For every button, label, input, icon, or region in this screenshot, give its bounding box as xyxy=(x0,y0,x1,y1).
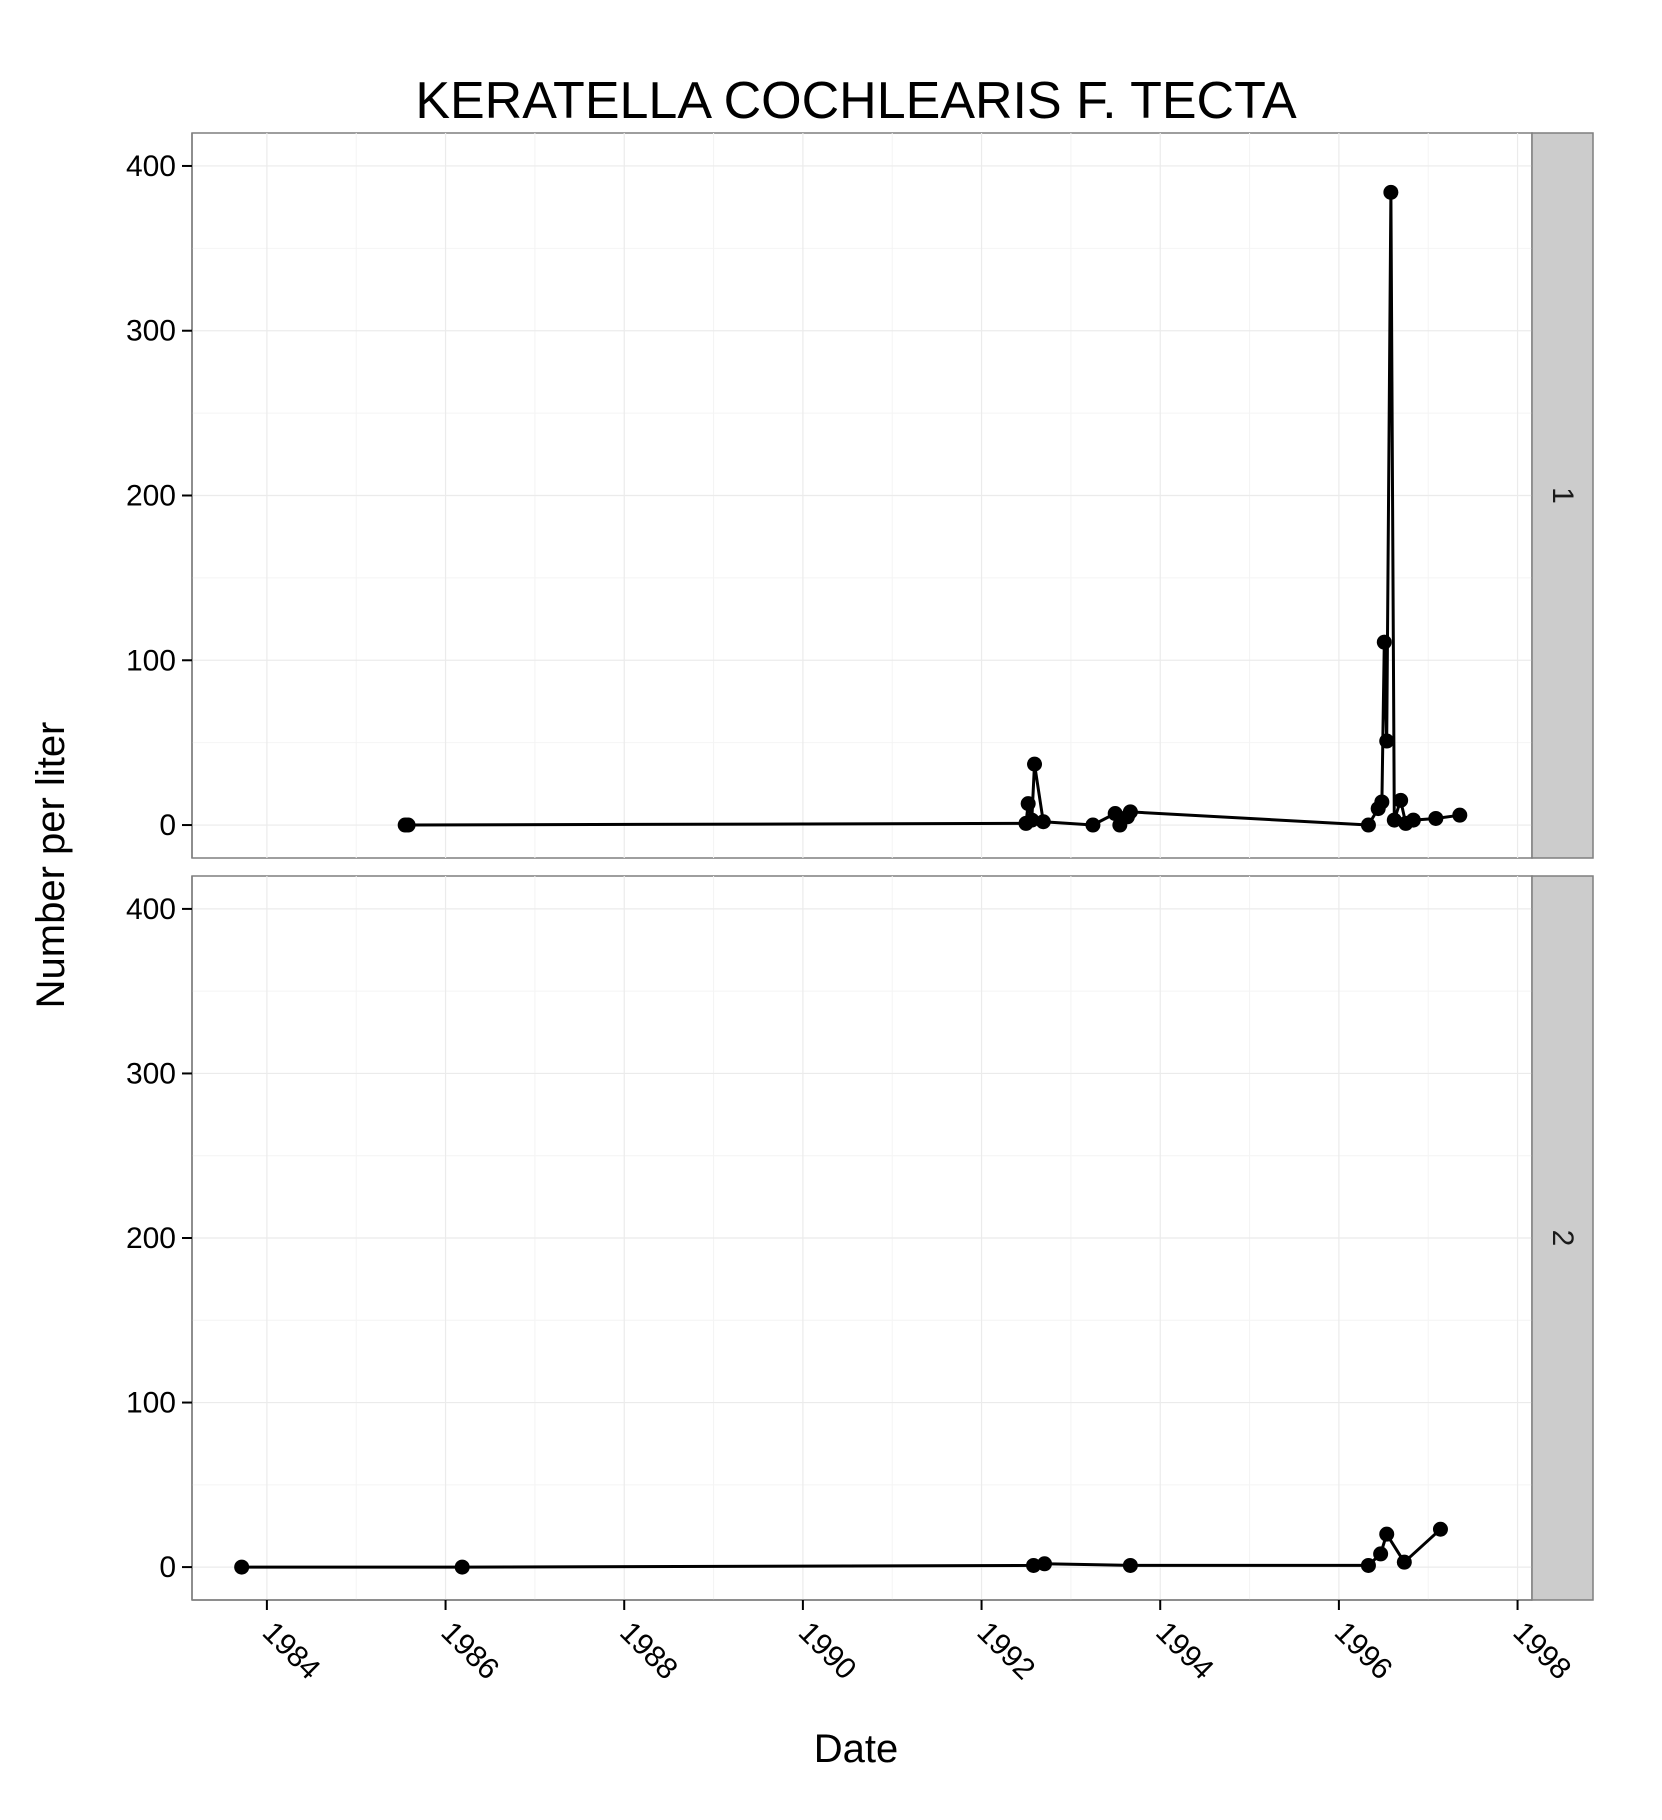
data-point xyxy=(1452,807,1468,823)
data-point xyxy=(400,817,416,833)
data-point xyxy=(1396,1554,1412,1570)
data-point xyxy=(1027,756,1043,772)
data-point xyxy=(1386,812,1402,828)
data-point xyxy=(1373,1546,1389,1562)
y-tick-label: 100 xyxy=(126,1387,176,1420)
facet-strip-label: 1 xyxy=(1546,487,1579,504)
facet-strip-label: 2 xyxy=(1546,1230,1579,1247)
data-point xyxy=(234,1559,250,1575)
y-tick-label: 300 xyxy=(126,1057,176,1090)
data-point xyxy=(1393,792,1409,808)
facet-strip xyxy=(1531,875,1594,1601)
facet-panel-1: 0 100 200 300 400 1 xyxy=(126,132,1594,859)
data-point xyxy=(1085,817,1101,833)
series-line xyxy=(241,1528,1442,1569)
y-tick-label: 400 xyxy=(126,893,176,926)
data-point xyxy=(1379,1526,1395,1542)
data-point xyxy=(1379,733,1395,749)
data-point xyxy=(1383,184,1399,200)
data-point xyxy=(1405,812,1421,828)
y-tick-label: 100 xyxy=(126,644,176,677)
x-tick-label: 1998 xyxy=(1507,1616,1578,1687)
data-point xyxy=(1428,810,1444,826)
y-axis-title: Number per liter xyxy=(29,722,73,1009)
data-point xyxy=(1024,812,1040,828)
data-point xyxy=(1374,794,1390,810)
data-point xyxy=(1035,814,1051,830)
y-tick-label: 400 xyxy=(126,150,176,183)
data-point xyxy=(454,1559,470,1575)
data-point xyxy=(1107,806,1123,822)
y-tick-label: 300 xyxy=(126,315,176,348)
x-tick-label: 1986 xyxy=(435,1616,506,1687)
x-tick-label: 1996 xyxy=(1328,1616,1399,1687)
chart-title: KERATELLA COCHLEARIS F. TECTA xyxy=(415,72,1297,130)
data-point xyxy=(1360,817,1376,833)
facet-panel-2: 0 100 200 300 400 2 xyxy=(126,875,1594,1601)
x-tick-label: 1988 xyxy=(613,1616,684,1687)
data-point xyxy=(1360,1557,1376,1573)
x-tick-label: 1992 xyxy=(971,1616,1042,1687)
x-tick-label: 1984 xyxy=(256,1616,327,1687)
data-point xyxy=(1026,1557,1042,1573)
y-tick-label: 0 xyxy=(159,809,176,842)
y-tick-label: 0 xyxy=(159,1551,176,1584)
data-point xyxy=(1122,804,1138,820)
data-point xyxy=(1432,1521,1448,1537)
y-tick-label: 200 xyxy=(126,1222,176,1255)
data-point xyxy=(1037,1556,1053,1572)
x-tick-label: 1994 xyxy=(1149,1616,1220,1687)
data-point xyxy=(1376,634,1392,650)
facet-strip xyxy=(1531,132,1594,859)
x-tick-label: 1990 xyxy=(792,1616,863,1687)
x-axis: 1984 1986 1988 1990 1992 1994 1996 1998 xyxy=(192,1599,1578,1687)
data-point xyxy=(1122,1557,1138,1573)
x-axis-title: Date xyxy=(814,1727,899,1771)
y-tick-label: 200 xyxy=(126,480,176,513)
data-point xyxy=(1020,796,1036,812)
